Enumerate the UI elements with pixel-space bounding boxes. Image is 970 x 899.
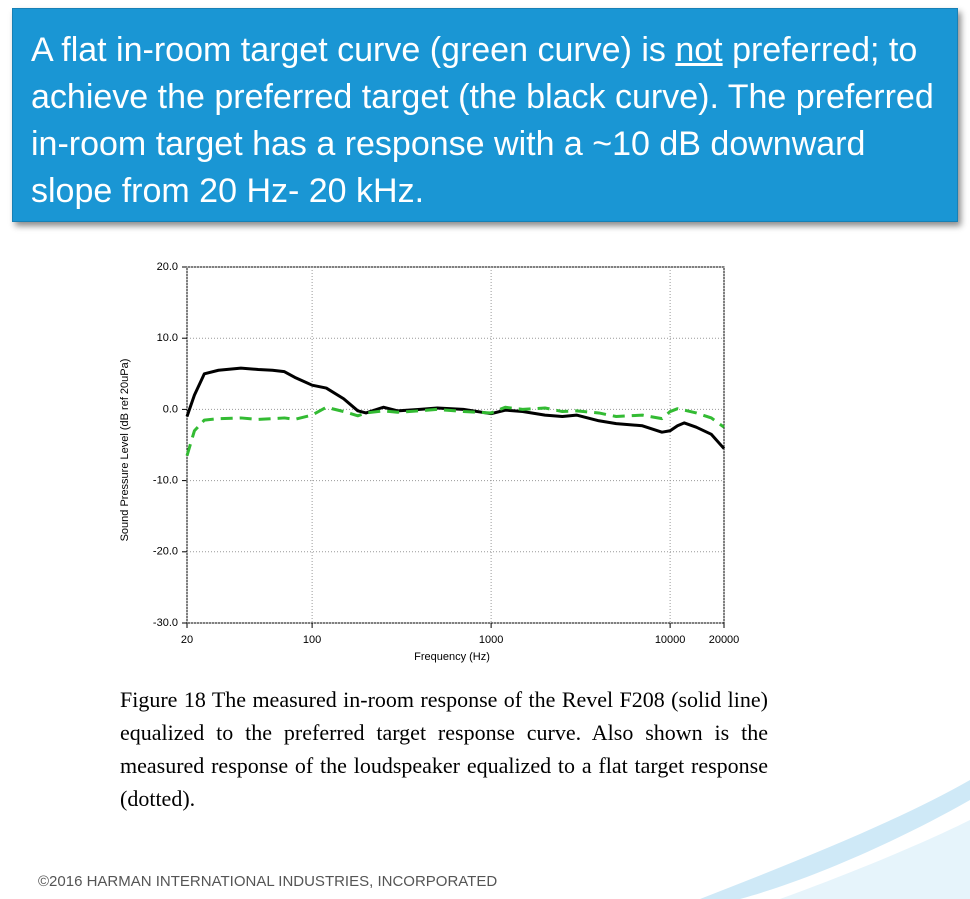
x-tick-label: 20: [181, 634, 193, 646]
x-tick-label: 100: [303, 634, 321, 646]
x-tick-label: 1000: [479, 634, 503, 646]
x-tick-label: 20000: [709, 634, 740, 646]
header-text: A flat in-room target curve (green curve…: [31, 31, 676, 69]
x-tick-label: 10000: [655, 634, 686, 646]
header-text: preferred; to achieve the preferred targ…: [31, 31, 934, 210]
y-tick-label: -30.0: [153, 617, 178, 629]
y-tick-label: 20.0: [157, 261, 178, 273]
figure-caption: Figure 18 The measured in-room response …: [120, 687, 768, 811]
decor-swoosh: [780, 820, 970, 899]
plot-frame: [186, 266, 725, 624]
series-line: [185, 366, 726, 450]
copyright: ©2016 HARMAN INTERNATIONAL INDUSTRIES, I…: [38, 873, 498, 890]
y-tick-label: 0.0: [163, 403, 178, 415]
header-box: A flat in-room target curve (green curve…: [12, 8, 958, 222]
y-tick-label: -20.0: [153, 546, 178, 558]
x-axis-label: Frequency (Hz): [414, 651, 490, 663]
y-tick-label: 10.0: [157, 332, 178, 344]
y-tick-label: -10.0: [153, 475, 178, 487]
header-emphasis: not: [675, 31, 723, 69]
y-axis-label: Sound Pressure Level (dB ref 20uPa): [119, 359, 131, 542]
series-line: [185, 405, 725, 457]
